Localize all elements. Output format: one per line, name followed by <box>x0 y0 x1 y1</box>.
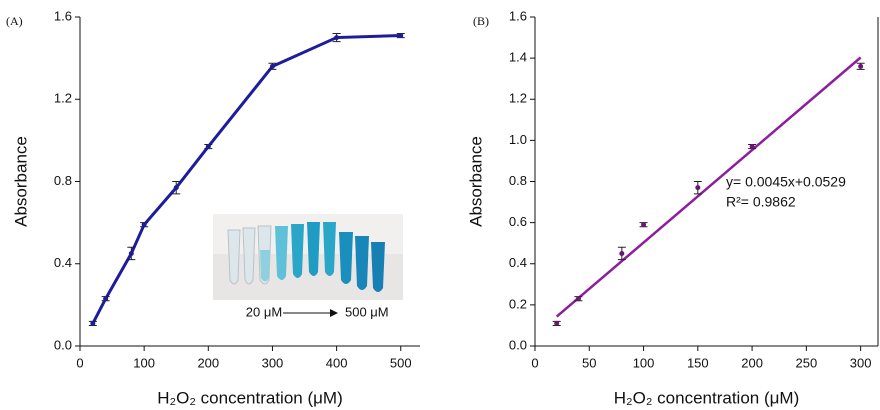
x-tick-label: 100 <box>133 355 155 370</box>
panel-label: (A) <box>6 14 23 28</box>
y-tick-label: 0.4 <box>54 255 72 270</box>
x-tick-label: 500 <box>390 355 412 370</box>
y-tick-label: 1.2 <box>54 91 72 106</box>
x-tick-label: 300 <box>262 355 284 370</box>
data-point <box>141 222 147 228</box>
y-axis-title: Absorbance <box>11 136 30 227</box>
y-tick-label: 1.6 <box>509 8 527 23</box>
y-tick-label: 1.6 <box>54 8 72 23</box>
data-point <box>90 320 96 326</box>
data-point <box>334 35 340 41</box>
x-tick-label: 200 <box>197 355 219 370</box>
data-point <box>173 185 179 191</box>
panel-label: (B) <box>473 14 489 28</box>
inset-photo <box>213 214 403 317</box>
data-point <box>103 296 109 302</box>
data-point <box>205 144 211 150</box>
data-point <box>641 222 647 228</box>
y-tick-label: 1.4 <box>509 50 527 65</box>
x-tick-label: 0 <box>531 355 538 370</box>
y-tick-label: 0.6 <box>509 214 527 229</box>
data-point <box>554 320 560 326</box>
x-tick-label: 50 <box>582 355 596 370</box>
x-axis-title: H₂O₂ concentration (μM) <box>614 388 800 407</box>
data-point <box>858 63 864 69</box>
y-tick-label: 0.8 <box>54 173 72 188</box>
x-tick-label: 100 <box>633 355 655 370</box>
y-tick-label: 0.0 <box>54 337 72 352</box>
x-tick-label: 400 <box>326 355 348 370</box>
inset-label: 20 μM <box>246 304 282 319</box>
equation: y= 0.0045x+0.0529 <box>726 174 846 190</box>
inset-label: 500 μM <box>345 304 389 319</box>
data-point <box>398 33 404 39</box>
y-tick-label: 1.2 <box>509 91 527 106</box>
x-tick-label: 200 <box>741 355 763 370</box>
y-tick-label: 0.8 <box>509 173 527 188</box>
data-point <box>575 296 581 302</box>
y-tick-label: 0.4 <box>509 255 527 270</box>
fit-line <box>555 56 862 318</box>
data-point <box>619 250 625 256</box>
data-point <box>269 63 275 69</box>
y-axis-title: Absorbance <box>466 136 485 227</box>
y-tick-label: 0.0 <box>509 337 527 352</box>
y-tick-label: 0.2 <box>509 296 527 311</box>
y-tick-label: 1.0 <box>509 132 527 147</box>
x-tick-label: 300 <box>850 355 872 370</box>
data-point <box>695 185 701 191</box>
data-point <box>128 250 134 256</box>
x-tick-label: 250 <box>796 355 818 370</box>
x-tick-label: 150 <box>687 355 709 370</box>
equation: R²= 0.9862 <box>726 194 796 210</box>
x-tick-label: 0 <box>76 355 83 370</box>
x-axis-title: H₂O₂ concentration (μM) <box>157 388 343 407</box>
data-point <box>749 144 755 150</box>
